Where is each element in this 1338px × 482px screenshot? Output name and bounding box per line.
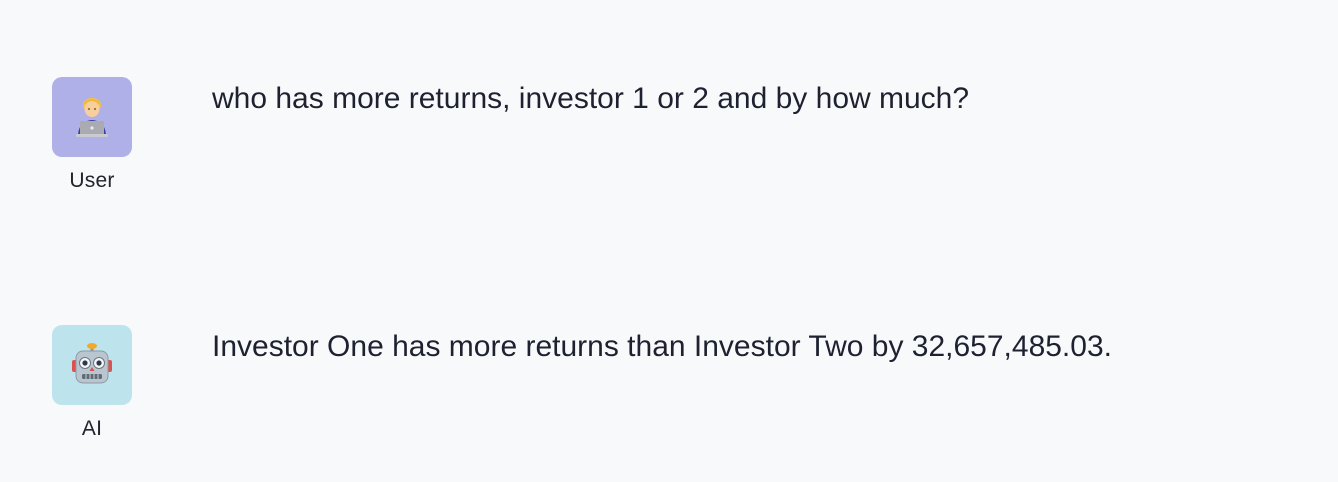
user-avatar — [52, 77, 132, 157]
author-name: User — [69, 169, 115, 192]
ai-avatar — [52, 325, 132, 405]
message-body: who has more returns, investor 1 or 2 an… — [212, 82, 970, 115]
person-with-laptop-icon — [76, 98, 108, 137]
author-column: User — [52, 77, 132, 193]
robot-face-icon — [72, 343, 112, 384]
author-name: AI — [81, 417, 103, 440]
author-column: AI — [52, 325, 132, 441]
message-body: Investor One has more returns than Inves… — [212, 330, 1112, 363]
